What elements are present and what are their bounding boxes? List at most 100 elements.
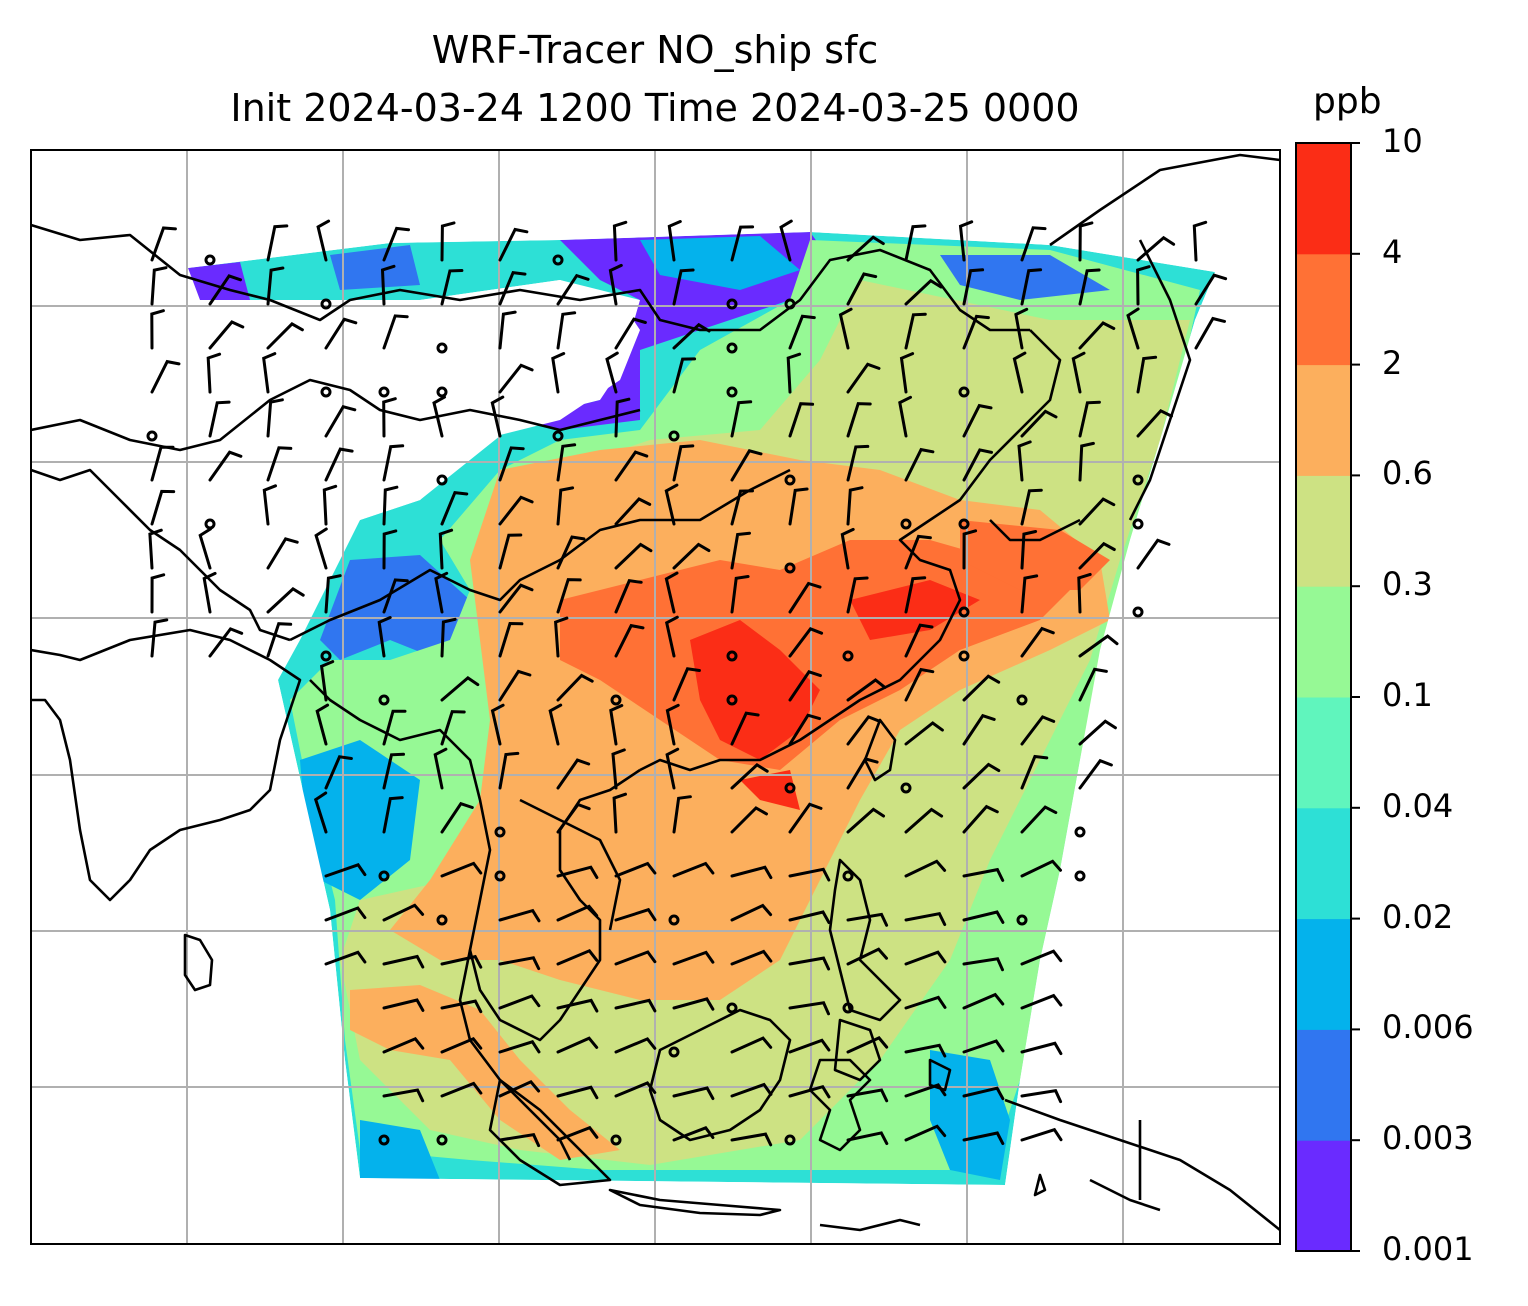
- wind-barb: [612, 220, 628, 262]
- wind-barb: [904, 1124, 947, 1142]
- calm-wind-circle: [784, 1134, 796, 1146]
- wind-barb: [150, 266, 168, 306]
- calm-wind-circle: [378, 694, 390, 706]
- low-concentration-northeast-fill: [940, 255, 1110, 300]
- wind-barb: [904, 576, 927, 614]
- wind-barb: [672, 542, 711, 570]
- wind-barb: [846, 947, 888, 966]
- wind-barb: [1020, 268, 1043, 306]
- wind-barb: [1020, 1127, 1063, 1142]
- wind-barb: [962, 448, 993, 482]
- peak-concentration-streak-2: [740, 770, 800, 810]
- wind-barb: [266, 224, 289, 262]
- wind-barb: [904, 950, 947, 966]
- wind-barb: [788, 802, 823, 834]
- wind-barb: [730, 903, 773, 922]
- calm-wind-circle: [378, 870, 390, 882]
- wind-barb: [846, 362, 881, 394]
- wind-barb: [899, 352, 915, 394]
- wind-barb: [846, 715, 882, 746]
- wind-barb: [490, 395, 505, 438]
- wind-barb: [672, 322, 711, 350]
- wind-barb: [672, 1125, 715, 1142]
- wind-barb: [962, 910, 1005, 924]
- wind-barb: [1136, 408, 1173, 438]
- calm-wind-circle: [726, 1002, 738, 1014]
- wind-barb: [498, 1079, 541, 1098]
- wind-barb: [672, 861, 715, 878]
- wind-barb: [614, 950, 657, 966]
- calm-wind-circle: [436, 474, 448, 486]
- wind-barb: [962, 713, 996, 746]
- calm-wind-circle: [436, 914, 448, 926]
- wind-barb: [904, 995, 947, 1010]
- wind-barb: [498, 751, 520, 790]
- wind-barb: [1078, 758, 1113, 790]
- colorbar-segment: [1296, 1140, 1351, 1252]
- wind-barb: [788, 581, 822, 614]
- wind-barb: [498, 669, 532, 702]
- wind-barb: [904, 667, 935, 702]
- calm-wind-circle: [146, 430, 158, 442]
- wind-barb: [1078, 221, 1094, 262]
- wind-barb: [614, 623, 645, 658]
- wind-barb: [266, 587, 305, 614]
- wind-barb: [319, 660, 335, 702]
- wind-barb: [962, 314, 990, 350]
- wind-barb: [198, 527, 212, 570]
- wind-barb: [208, 274, 242, 306]
- colorbar-units-label: ppb: [1313, 81, 1382, 122]
- wind-barb: [1020, 1041, 1063, 1056]
- wind-barb: [962, 1039, 1005, 1054]
- wind-barb: [730, 1082, 773, 1098]
- wind-barb: [611, 748, 626, 790]
- calm-wind-circle: [958, 386, 970, 398]
- wind-barb: [1020, 754, 1049, 790]
- wind-barb: [846, 272, 878, 306]
- map-frame: [30, 149, 1281, 1245]
- clean-air-west-fill: [320, 555, 470, 660]
- wind-barb: [846, 402, 872, 438]
- wind-barb: [440, 710, 466, 746]
- colorbar-tick-label: 0.003: [1382, 1119, 1474, 1158]
- colorbar-segment: [1296, 586, 1351, 698]
- wind-barb: [382, 226, 410, 262]
- wind-barb: [1020, 409, 1058, 438]
- wind-barb: [382, 578, 409, 614]
- wind-barb: [1078, 634, 1119, 658]
- calm-wind-circle: [784, 782, 796, 794]
- wind-barb: [324, 950, 367, 966]
- wind-barb: [605, 351, 619, 394]
- wind-barb: [904, 447, 935, 482]
- wind-barb: [498, 908, 541, 923]
- wind-barb: [438, 528, 454, 570]
- wind-barb: [1078, 541, 1116, 570]
- wind-barb: [551, 352, 566, 394]
- wind-barb: [788, 626, 824, 658]
- wind-barb: [788, 956, 831, 971]
- wind-barb: [730, 711, 760, 746]
- wind-barb: [1020, 805, 1058, 834]
- wind-barb: [148, 528, 163, 570]
- calm-wind-circle: [610, 694, 622, 706]
- wind-barb: [324, 863, 367, 878]
- wind-barb: [324, 447, 354, 482]
- wind-barb: [672, 357, 697, 394]
- wind-barb: [1014, 307, 1029, 350]
- wind-barb: [324, 755, 353, 790]
- no-data-region-bottom: [31, 680, 1005, 1244]
- calm-wind-circle: [1016, 914, 1028, 926]
- wind-barb: [614, 542, 653, 570]
- wind-barb: [314, 527, 328, 570]
- wind-barb: [1020, 949, 1063, 966]
- wind-barb: [846, 757, 879, 790]
- calm-wind-circle: [842, 870, 854, 882]
- colorbar-segment: [1296, 807, 1351, 920]
- wind-barb: [846, 444, 870, 482]
- wind-barb: [440, 676, 480, 702]
- wind-barb: [382, 1036, 425, 1054]
- colorbar-segment: [1296, 364, 1351, 476]
- wind-barb: [266, 446, 293, 482]
- wind-barb: [1020, 715, 1056, 746]
- wind-barb: [382, 954, 425, 969]
